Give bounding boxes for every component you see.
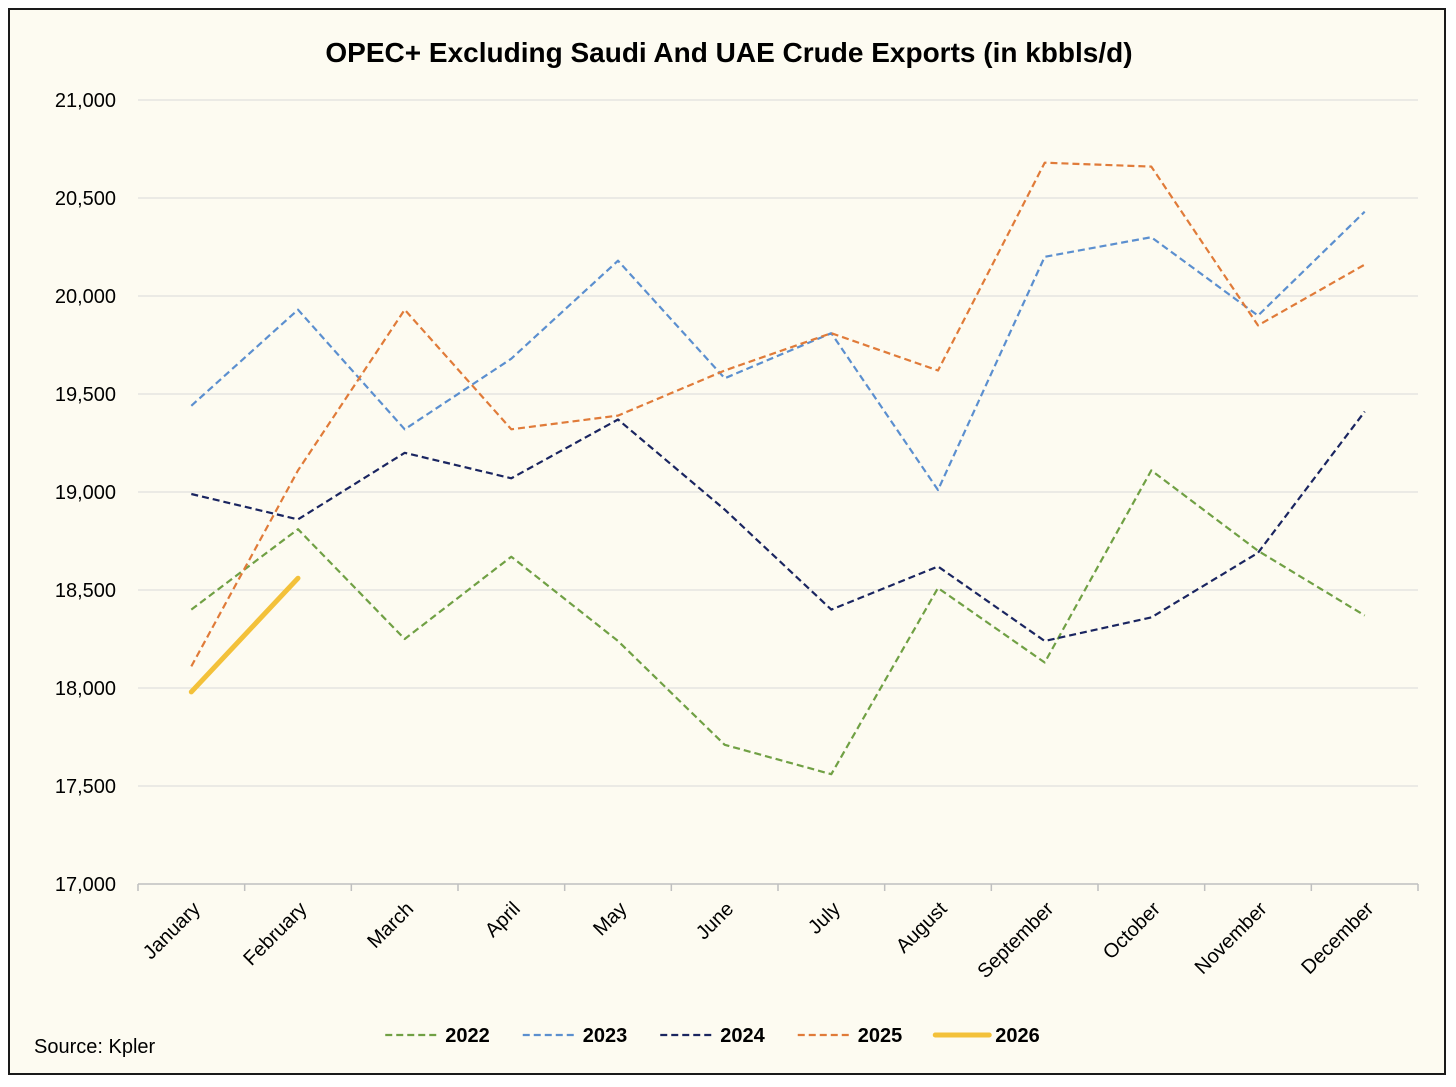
x-tick-label: May: [589, 898, 631, 940]
y-tick-label: 21,000: [55, 90, 116, 112]
x-tick-label: September: [973, 898, 1058, 983]
y-tick-label: 20,000: [55, 286, 116, 308]
x-tick-label: July: [804, 898, 845, 939]
x-tick-label: December: [1297, 898, 1378, 979]
legend-label: 2022: [445, 1025, 490, 1047]
y-tick-label: 18,000: [55, 678, 116, 700]
chart-svg: OPEC+ Excluding Saudi And UAE Crude Expo…: [34, 37, 1419, 1058]
series-layer: [188, 161, 1366, 776]
chart-title: OPEC+ Excluding Saudi And UAE Crude Expo…: [325, 37, 1132, 68]
x-tick-label: October: [1099, 898, 1165, 964]
legend-label: 2023: [583, 1025, 628, 1047]
y-tick-label: 17,000: [55, 874, 116, 896]
x-tick-label: January: [139, 898, 205, 964]
x-tick-label: March: [363, 898, 418, 953]
series-line-2023: [190, 210, 1366, 492]
legend-item-2025: 2025: [797, 1025, 903, 1047]
x-tick-label: February: [239, 898, 311, 970]
series-line-2024: [191, 410, 1366, 643]
legend-label: 2026: [995, 1025, 1040, 1047]
y-tick-label: 18,500: [55, 580, 116, 602]
source-note: Source: Kpler: [34, 1036, 156, 1058]
x-tick-label: November: [1191, 898, 1272, 979]
legend-item-2026: 2026: [932, 1025, 1040, 1047]
axis-layer: 17,000 17,500 18,000 18,500 19,000 19,500 20,0…: [55, 90, 1419, 983]
legend-item-2024: 2024: [660, 1025, 766, 1047]
x-tick-label: August: [892, 898, 952, 958]
y-tick-label: 19,500: [55, 384, 116, 406]
legend-item-2022: 2022: [385, 1025, 490, 1047]
x-tick-label: April: [481, 898, 525, 942]
grid-layer: [138, 99, 1418, 787]
y-tick-label: 17,500: [55, 776, 116, 798]
x-tick-label: June: [692, 898, 738, 944]
legend-label: 2025: [858, 1025, 903, 1047]
series-line-2025: [190, 161, 1366, 667]
series-line-2026: [188, 575, 301, 695]
series-line-2022: [190, 469, 1366, 776]
y-tick-label: 19,000: [55, 482, 116, 504]
legend: 2022 2023 2024 2025 2026: [385, 1025, 1040, 1047]
y-tick-label: 20,500: [55, 188, 116, 210]
legend-label: 2024: [720, 1025, 765, 1047]
chart-frame: OPEC+ Excluding Saudi And UAE Crude Expo…: [8, 8, 1446, 1075]
legend-item-2023: 2023: [522, 1025, 628, 1047]
